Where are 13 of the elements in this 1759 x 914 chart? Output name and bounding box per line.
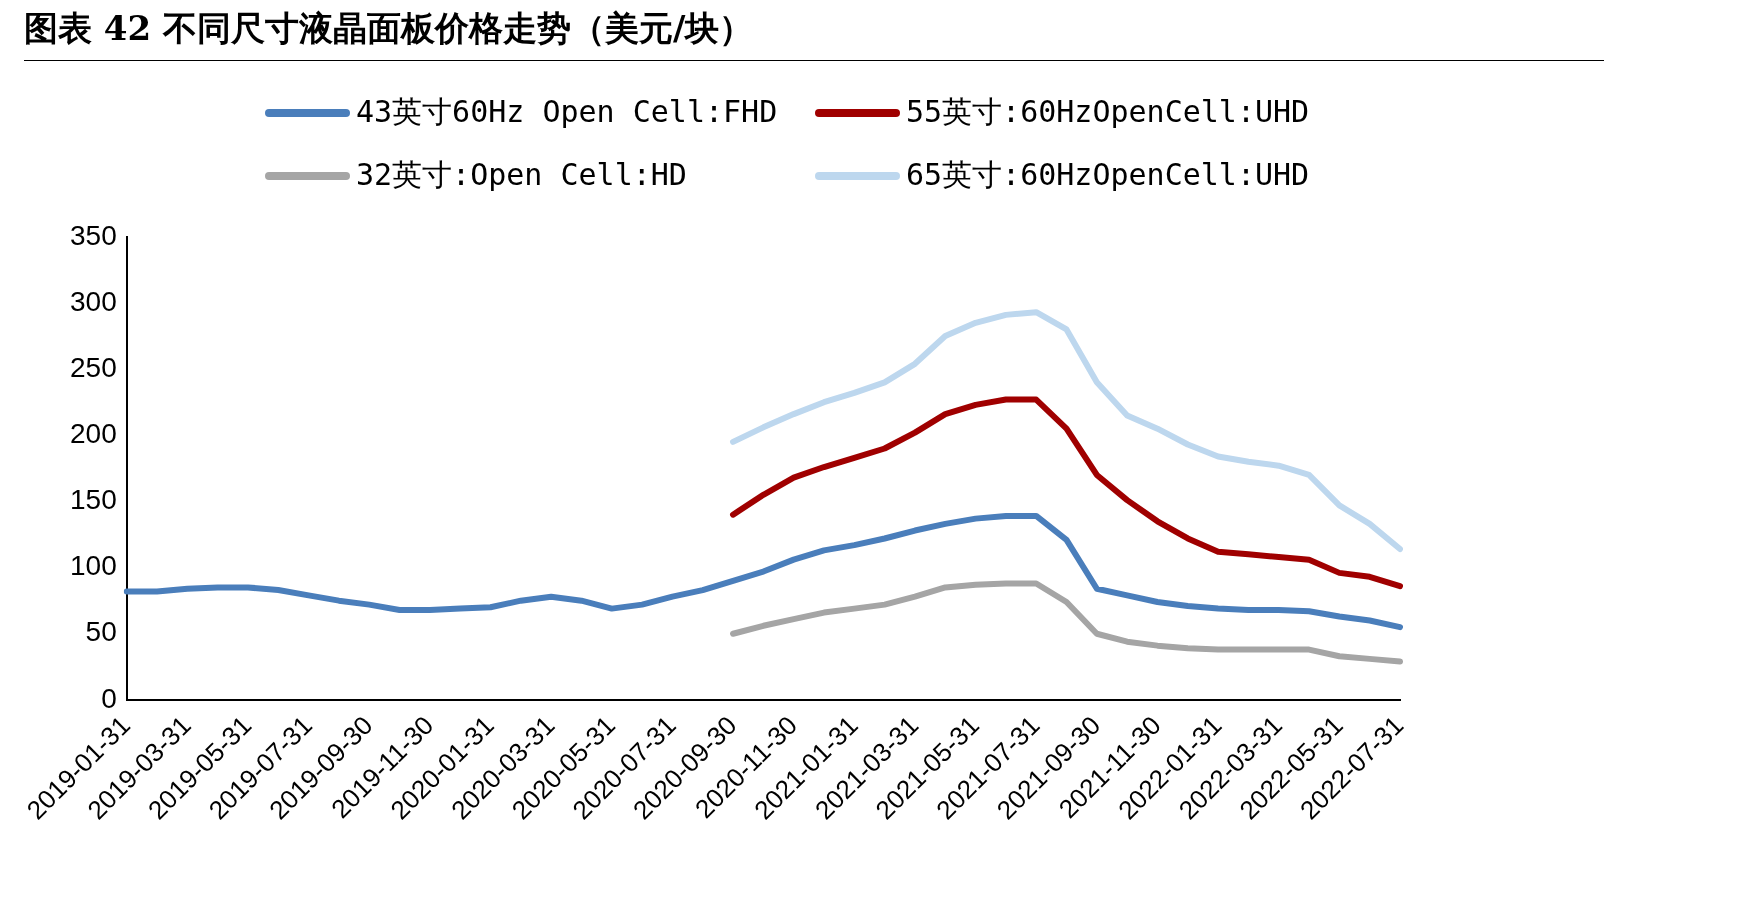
- y-tick-label: 300: [70, 285, 117, 317]
- legend-label: 32英寸:Open Cell:HD: [356, 156, 687, 194]
- y-tick-label: 200: [70, 417, 117, 449]
- chart-title: 图表 42 不同尺寸液晶面板价格走势（美元/块）: [24, 6, 1604, 61]
- y-tick-label: 100: [70, 550, 117, 582]
- y-tick-label: 150: [70, 484, 117, 516]
- y-tick-label: 0: [101, 682, 117, 714]
- legend-label: 65英寸:60HzOpenCell:UHD: [906, 156, 1310, 194]
- legend-label: 43英寸60Hz Open Cell:FHD: [356, 93, 778, 131]
- y-tick-label: 350: [70, 219, 117, 251]
- y-tick-label: 50: [85, 616, 117, 648]
- legend-label: 55英寸:60HzOpenCell:UHD: [906, 93, 1310, 131]
- y-tick-label: 250: [70, 351, 117, 383]
